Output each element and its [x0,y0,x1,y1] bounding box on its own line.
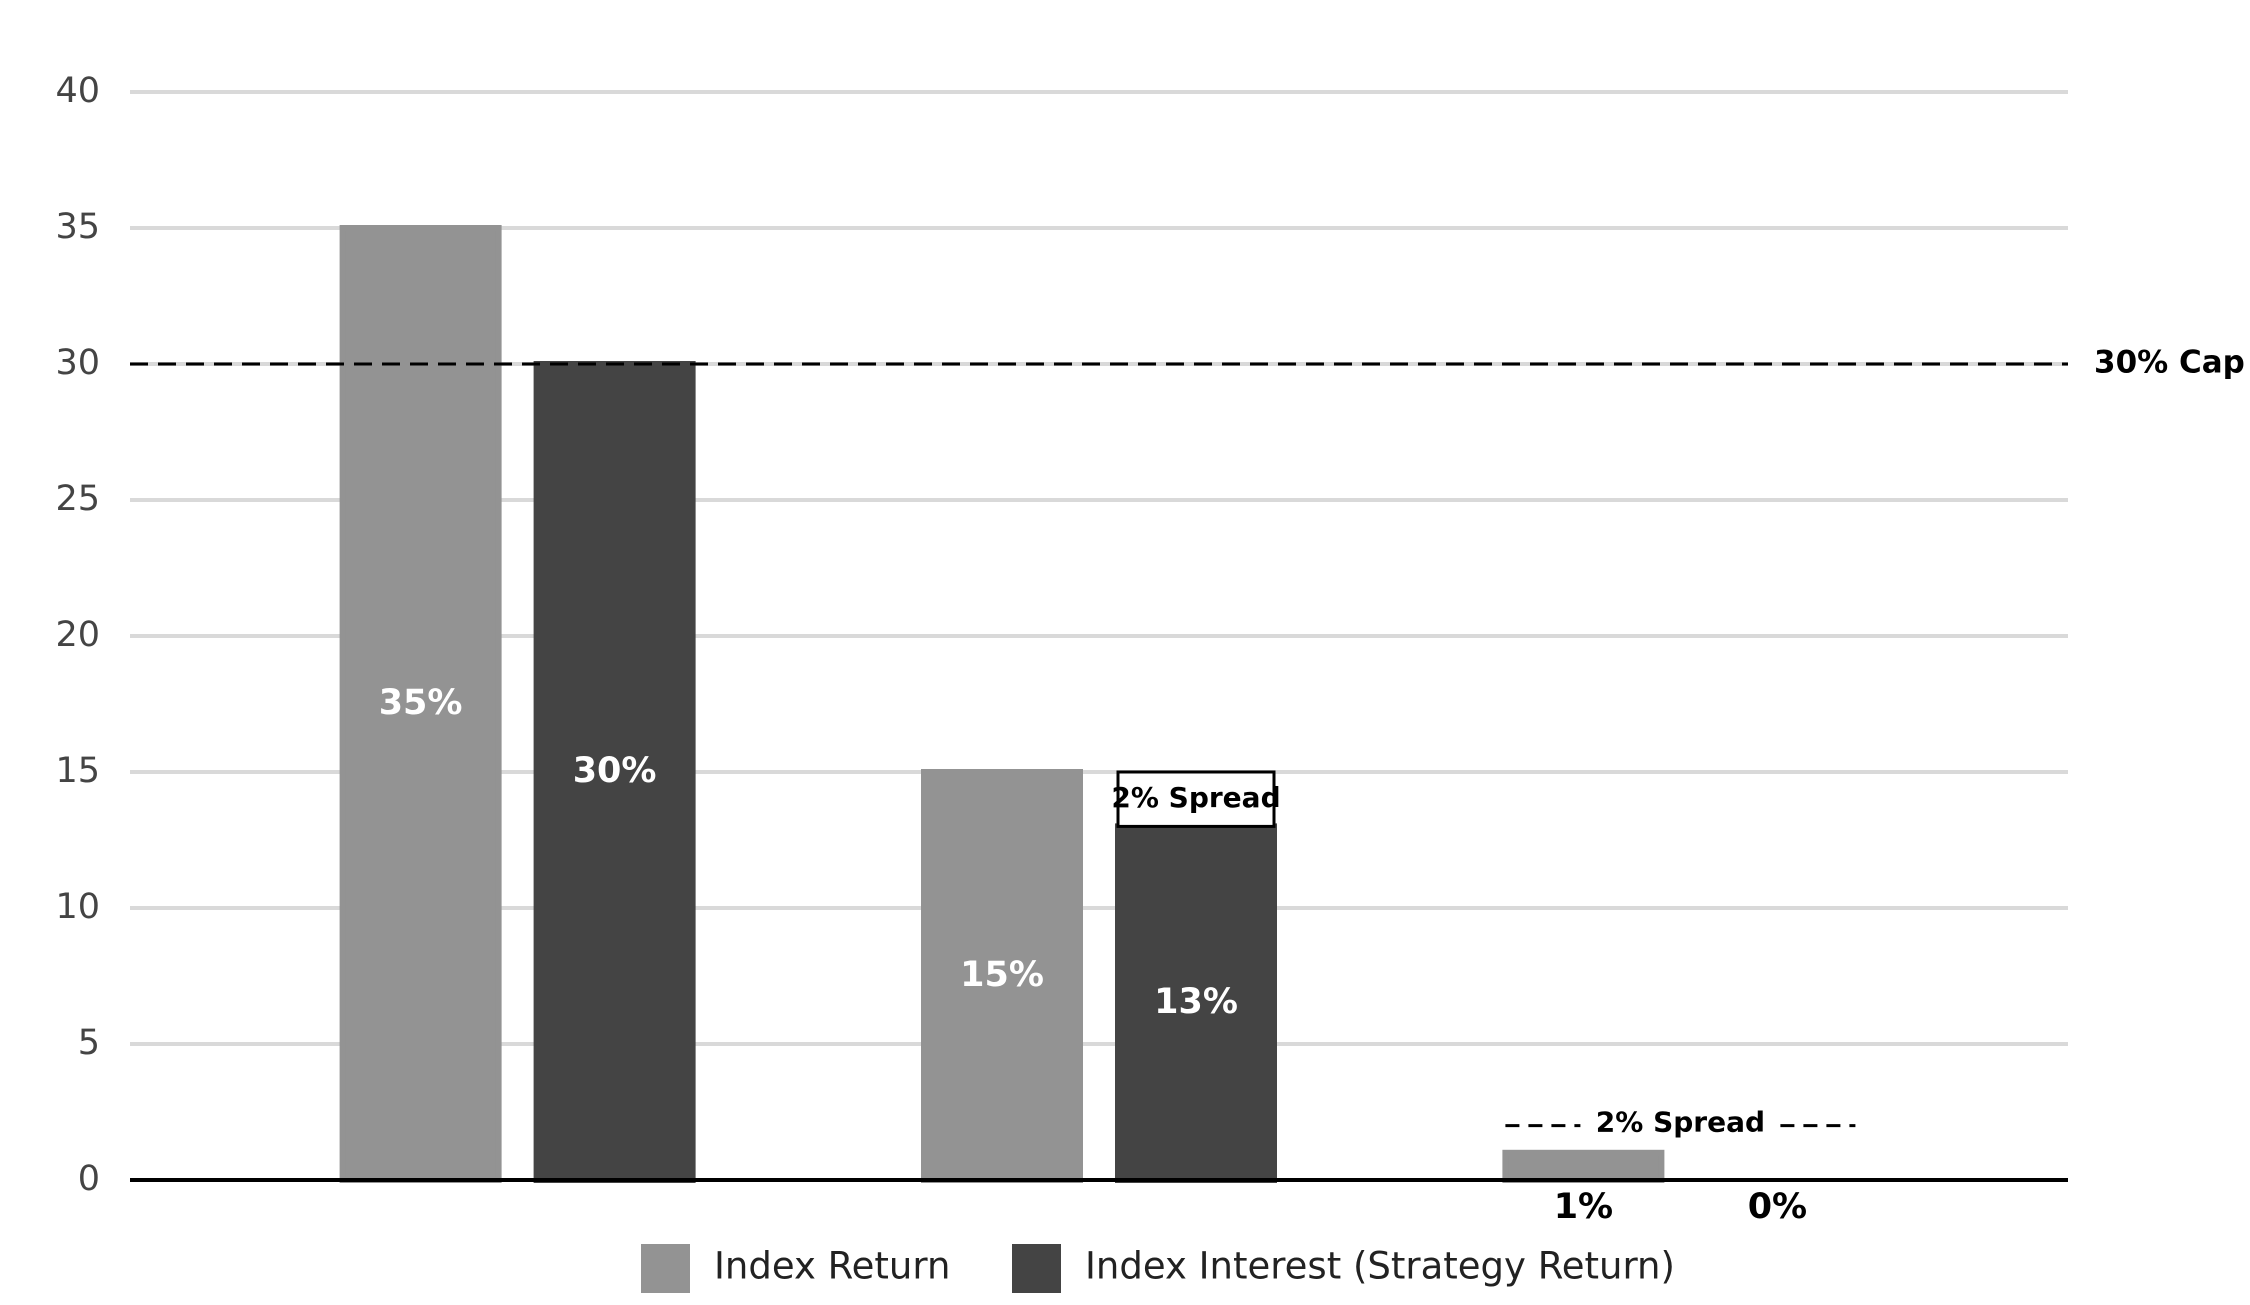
y-tick-label: 5 [78,1023,100,1063]
value-label: 30% [573,751,657,791]
y-tick-label: 30 [55,343,100,383]
value-label: 1% [1554,1187,1613,1227]
bar [339,225,502,1183]
value-label: 0% [1748,1187,1807,1227]
legend-label: Index Return [714,1245,950,1288]
value-label: 35% [379,683,463,723]
y-tick-label: 10 [55,887,100,927]
y-tick-label: 0 [78,1159,100,1199]
legend-swatch [641,1244,690,1293]
annotation-text: 2% Spread [1111,781,1280,814]
annotation-text: 2% Spread [1596,1106,1765,1139]
value-label: 13% [1154,982,1238,1022]
y-tick-label: 35 [55,207,100,247]
legend-swatch [1012,1244,1061,1293]
y-tick-label: 20 [55,615,100,655]
legend-label: Index Interest (Strategy Return) [1085,1245,1675,1288]
y-tick-label: 40 [55,71,100,111]
y-tick-label: 15 [55,751,100,791]
bar [1502,1149,1665,1184]
y-tick-label: 25 [55,479,100,519]
spread-box [1116,770,1276,828]
value-label: 15% [960,955,1044,995]
reference-label: 30% Cap [2094,345,2245,381]
